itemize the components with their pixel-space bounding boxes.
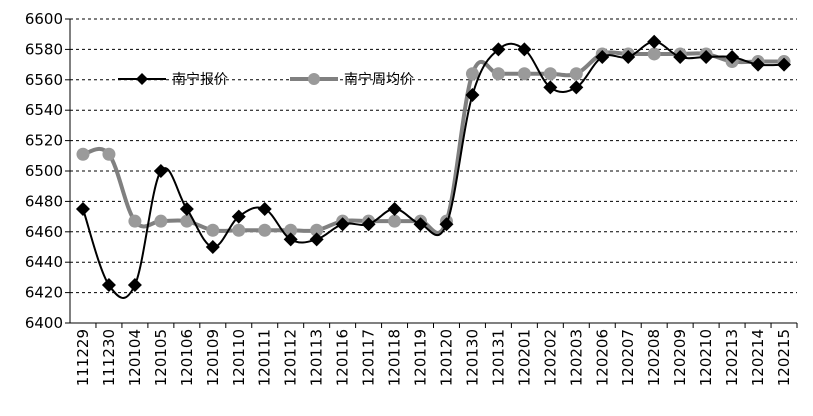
data-point-diamond: [517, 42, 532, 57]
data-point-circle: [388, 214, 402, 228]
x-tick-label: 120130: [463, 329, 481, 386]
data-point-diamond: [257, 202, 272, 216]
x-tick-label: 120104: [126, 329, 144, 386]
data-point-circle: [310, 223, 324, 237]
data-point-diamond: [101, 278, 116, 292]
data-point-diamond: [725, 50, 740, 64]
series-layer: [75, 34, 792, 299]
x-tick-label: 120119: [412, 329, 430, 386]
legend-label-series-1: 南宁报价: [172, 71, 228, 88]
data-point-circle: [647, 47, 661, 61]
legend-marker-diamond-icon: [136, 73, 148, 85]
data-point-diamond: [647, 34, 662, 49]
x-tick-label: 120207: [619, 329, 637, 386]
y-tick-label: 6500: [25, 162, 63, 180]
data-point-diamond: [621, 50, 636, 64]
x-tick-label: 120112: [282, 329, 300, 386]
axes: [69, 19, 798, 328]
data-point-circle: [232, 223, 246, 237]
x-tick-label: 120206: [593, 329, 611, 386]
x-tick-label: 120110: [230, 329, 248, 386]
y-tick-label: 6460: [25, 223, 63, 241]
x-tick-label: 120208: [645, 329, 663, 386]
y-tick-label: 6600: [25, 10, 63, 28]
x-tick-label: 120111: [256, 329, 274, 386]
legend-label-series-2: 南宁周均价: [344, 71, 414, 88]
data-point-diamond: [751, 57, 766, 72]
data-point-diamond: [777, 57, 792, 72]
data-point-diamond: [387, 202, 402, 216]
data-point-diamond: [569, 80, 584, 95]
data-point-circle: [154, 214, 168, 228]
grid-lines: [65, 18, 797, 324]
data-point-diamond: [465, 88, 480, 102]
y-tick-labels: 6400 6420 6440 6460 6480 6500 6520 6540 6560 6580…: [25, 10, 63, 332]
y-tick-label: 6420: [25, 284, 63, 302]
data-point-diamond: [75, 202, 90, 216]
data-point-diamond: [413, 217, 428, 232]
data-point-circle: [465, 67, 479, 81]
x-tick-label: 120120: [437, 329, 455, 386]
data-point-diamond: [491, 42, 506, 57]
data-point-circle: [102, 147, 116, 161]
data-point-circle: [206, 223, 220, 237]
data-point-diamond: [231, 209, 246, 224]
legend-item-series-1: 南宁报价: [118, 71, 228, 88]
y-tick-label: 6580: [25, 40, 63, 58]
x-tick-label: 120210: [697, 329, 715, 386]
data-point-diamond: [335, 217, 350, 232]
data-point-diamond: [595, 50, 610, 64]
y-tick-label: 6560: [25, 71, 63, 89]
data-point-circle: [180, 214, 194, 228]
x-tick-label: 111229: [74, 329, 92, 386]
data-point-circle: [569, 67, 583, 81]
x-tick-label: 120106: [178, 329, 196, 386]
y-tick-label: 6540: [25, 101, 63, 119]
x-tick-label: 120118: [386, 329, 404, 386]
x-tick-label: 120116: [334, 329, 352, 386]
x-tick-label: 120109: [204, 329, 222, 386]
data-point-circle: [284, 223, 298, 237]
data-point-circle: [76, 147, 90, 161]
data-point-circle: [543, 67, 557, 81]
y-tick-label: 6440: [25, 253, 63, 271]
x-tick-label: 120203: [567, 329, 585, 386]
x-tick-label: 120117: [360, 329, 378, 386]
data-point-diamond: [205, 240, 220, 254]
series-1: [75, 34, 792, 299]
data-point-diamond: [309, 232, 324, 247]
data-point-circle: [128, 214, 142, 228]
data-point-circle: [517, 67, 531, 81]
data-point-diamond: [673, 50, 688, 64]
x-tick-label: 120213: [723, 329, 741, 386]
x-tick-label: 120131: [489, 329, 507, 386]
x-tick-label: 120209: [671, 329, 689, 386]
x-tick-label: 120202: [541, 329, 559, 386]
data-point-diamond: [699, 50, 714, 64]
x-tick-label: 120214: [749, 329, 767, 386]
x-tick-labels: 111229 111230 120104 120105 120106 120109 1201…: [74, 329, 793, 386]
x-tick-label: 120105: [152, 329, 170, 386]
x-tick-label: 111230: [100, 329, 118, 386]
data-point-diamond: [361, 217, 376, 232]
data-point-diamond: [127, 278, 142, 292]
y-tick-label: 6400: [25, 314, 63, 332]
data-point-diamond: [439, 217, 454, 232]
legend-marker-circle-icon: [308, 73, 320, 85]
y-tick-label: 6480: [25, 192, 63, 210]
data-point-diamond: [153, 164, 168, 178]
data-point-diamond: [283, 232, 298, 247]
x-tick-label: 120201: [515, 329, 533, 386]
legend-item-series-2: 南宁周均价: [290, 71, 414, 88]
data-point-circle: [258, 223, 272, 237]
x-tick-label: 120215: [775, 329, 793, 386]
data-point-circle: [491, 67, 505, 81]
y-tick-label: 6520: [25, 132, 63, 150]
series-2-line: [82, 50, 785, 235]
data-point-diamond: [543, 80, 558, 95]
legend: 南宁报价 南宁周均价: [118, 71, 414, 88]
data-point-diamond: [179, 202, 194, 216]
x-tick-label: 120113: [308, 329, 326, 386]
